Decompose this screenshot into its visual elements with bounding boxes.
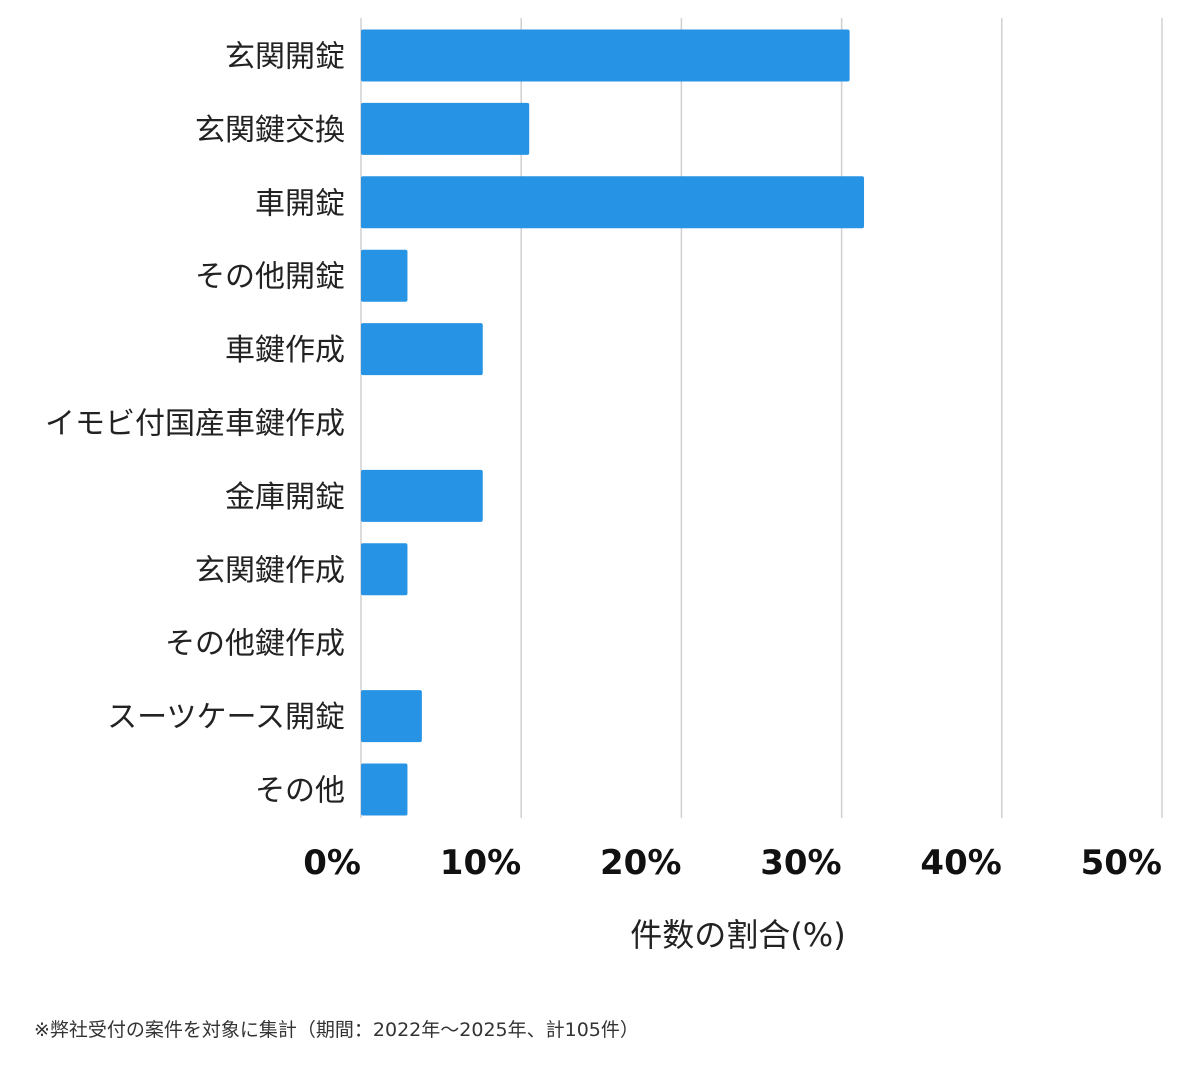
category-label-7: 玄関鍵作成 — [195, 553, 345, 588]
category-label-6: 金庫開錠 — [225, 480, 345, 515]
x-tick-label-30: 30% — [760, 843, 841, 883]
category-label-9: スーツケース開錠 — [107, 700, 345, 735]
bar-0 — [361, 29, 850, 82]
bar-chart: 玄関開錠玄関鍵交換車開錠その他開錠車鍵作成イモビ付国産車鍵作成金庫開錠玄関鍵作成… — [45, 18, 1163, 954]
bar-9 — [361, 690, 422, 743]
category-label-10: その他 — [255, 774, 345, 809]
x-tick-labels: 0% 10% 20% 30% 40% 50% — [303, 843, 1162, 883]
bar-2 — [361, 176, 865, 229]
x-tick-label-20: 20% — [600, 843, 681, 883]
x-tick-label-40: 40% — [920, 843, 1001, 883]
category-label-0: 玄関開錠 — [225, 40, 345, 75]
bar-6 — [361, 469, 483, 522]
bar-10 — [361, 763, 408, 816]
bar-3 — [361, 249, 408, 302]
category-label-1: 玄関鍵交換 — [195, 113, 345, 148]
category-labels: 玄関開錠玄関鍵交換車開錠その他開錠車鍵作成イモビ付国産車鍵作成金庫開錠玄関鍵作成… — [45, 40, 345, 809]
category-label-4: 車鍵作成 — [225, 333, 345, 368]
bar-4 — [361, 323, 483, 376]
category-label-3: その他開錠 — [195, 260, 345, 295]
bar-7 — [361, 543, 408, 596]
category-label-8: その他鍵作成 — [165, 627, 345, 662]
footnote: ※弊社受付の案件を対象に集計（期間：2022年〜2025年、計105件） — [34, 1019, 639, 1041]
category-label-5: イモビ付国産車鍵作成 — [45, 407, 345, 442]
bars — [361, 29, 865, 816]
bar-1 — [361, 102, 530, 155]
x-tick-label-10: 10% — [440, 843, 521, 883]
x-axis-title: 件数の割合(%) — [630, 916, 845, 954]
x-tick-label-0: 0% — [303, 843, 361, 883]
x-tick-label-50: 50% — [1081, 843, 1162, 883]
category-label-2: 車開錠 — [255, 186, 345, 221]
